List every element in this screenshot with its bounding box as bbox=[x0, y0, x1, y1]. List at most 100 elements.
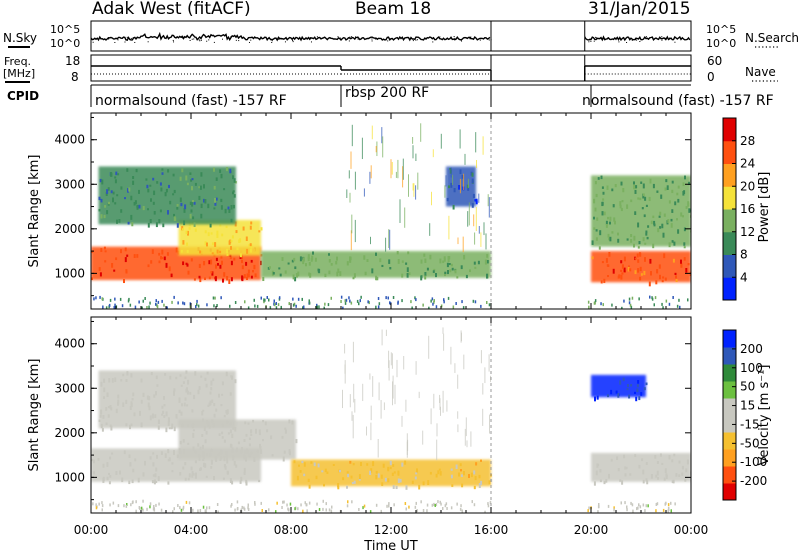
velocity-echo-cell bbox=[415, 472, 418, 475]
power-echo-cell bbox=[671, 209, 674, 213]
velocity-echo-cell bbox=[282, 456, 285, 462]
power-clutter-cell bbox=[302, 306, 304, 309]
nsearch-dot bbox=[461, 40, 463, 42]
power-echo-cell bbox=[337, 268, 340, 273]
velocity-echo-cell bbox=[150, 372, 153, 376]
velocity-echo-cell bbox=[183, 402, 186, 407]
velocity-echo-cell bbox=[97, 458, 100, 461]
velocity-echo-cell bbox=[375, 474, 378, 480]
power-echo-cell bbox=[185, 175, 188, 181]
power-echo-cell bbox=[214, 202, 217, 206]
power-streak bbox=[413, 183, 415, 197]
nsearch-dot bbox=[469, 38, 471, 40]
velocity-echo-cell bbox=[184, 376, 187, 380]
power-clutter-cell bbox=[146, 306, 148, 309]
velocity-echo-cell bbox=[346, 485, 348, 489]
nsky-trace bbox=[90, 31, 491, 42]
power-clutter-cell bbox=[156, 305, 159, 309]
nsearch-dot bbox=[132, 37, 134, 39]
velocity-echo-cell bbox=[372, 461, 375, 467]
power-echo-cell bbox=[242, 226, 245, 231]
power-echo-cell bbox=[241, 254, 243, 260]
power-echo-cell bbox=[161, 249, 164, 255]
velocity-echo-cell bbox=[411, 480, 414, 484]
power-clutter-cell bbox=[410, 300, 412, 304]
power-clutter-cell bbox=[292, 303, 295, 307]
velocity-echo-cell bbox=[167, 449, 170, 454]
velocity-clutter-cell bbox=[363, 504, 366, 508]
nsearch-dot bbox=[664, 38, 666, 40]
velocity-colorbar-tick-label: 200 bbox=[740, 342, 763, 356]
velocity-echo-cell bbox=[114, 377, 117, 383]
power-clutter-cell bbox=[155, 299, 157, 303]
power-echo-cell bbox=[639, 276, 642, 281]
velocity-clutter-cell bbox=[247, 506, 249, 510]
power-clutter-cell bbox=[455, 302, 457, 305]
power-echo-cell bbox=[287, 262, 290, 265]
velocity-echo-cell bbox=[488, 480, 491, 485]
velocity-echo-cell bbox=[175, 416, 178, 419]
power-echo-cell bbox=[194, 182, 197, 186]
nsearch-dot bbox=[415, 39, 417, 41]
nsearch-dot bbox=[172, 39, 174, 41]
power-clutter-cell bbox=[629, 303, 632, 307]
velocity-clutter-cell bbox=[624, 501, 626, 505]
power-echo-cell bbox=[230, 218, 233, 223]
power-echo-cell bbox=[216, 249, 219, 254]
power-echo-cell bbox=[292, 274, 295, 280]
power-echo-cell bbox=[657, 228, 660, 233]
velocity-colorbar-tick-label: -15 bbox=[740, 417, 760, 431]
velocity-echo-cell bbox=[109, 475, 112, 478]
power-streak bbox=[483, 222, 485, 236]
velocity-clutter-cell bbox=[260, 501, 262, 505]
velocity-echo-cell bbox=[186, 404, 189, 407]
power-echo-region bbox=[98, 166, 237, 228]
power-echo-cell bbox=[433, 268, 436, 271]
velocity-echo-cell bbox=[137, 477, 140, 483]
power-echo-cell bbox=[661, 223, 664, 229]
velocity-echo-cell bbox=[91, 458, 94, 462]
velocity-clutter-cell bbox=[325, 508, 327, 512]
power-clutter-cell bbox=[214, 296, 216, 300]
velocity-clutter-cell bbox=[351, 500, 353, 504]
velocity-echo-cell bbox=[219, 458, 222, 461]
nsearch-label: N.Search bbox=[745, 31, 800, 45]
power-colorbar-tick-label: 24 bbox=[740, 157, 755, 171]
power-clutter-cell bbox=[247, 306, 250, 309]
velocity-clutter-cell bbox=[632, 509, 634, 513]
power-echo-cell bbox=[659, 211, 662, 216]
power-echo-cell bbox=[112, 191, 115, 195]
power-echo-cell bbox=[207, 232, 210, 237]
velocity-echo-cell bbox=[605, 479, 608, 483]
power-echo-cell bbox=[230, 240, 233, 243]
power-y-tick-label: 2000 bbox=[54, 222, 85, 236]
power-clutter-cell bbox=[280, 305, 282, 309]
power-clutter-cell bbox=[340, 295, 343, 299]
power-echo-cell bbox=[239, 253, 242, 258]
velocity-echo-cell bbox=[208, 425, 211, 429]
power-echo-cell bbox=[215, 197, 218, 201]
velocity-colorbar-swatch bbox=[723, 466, 736, 484]
velocity-clutter-cell bbox=[626, 505, 628, 509]
power-echo-cell bbox=[608, 237, 611, 241]
velocity-echo-cell bbox=[154, 414, 157, 419]
power-echo-cell bbox=[617, 238, 620, 243]
velocity-clutter-cell bbox=[123, 504, 125, 508]
velocity-clutter-cell bbox=[268, 508, 270, 512]
freq-label: Freq. bbox=[4, 55, 32, 68]
velocity-clutter-cell bbox=[261, 509, 263, 512]
power-streak bbox=[415, 153, 417, 161]
velocity-clutter-cell bbox=[655, 509, 657, 513]
velocity-clutter-cell bbox=[92, 502, 94, 506]
power-clutter-cell bbox=[213, 304, 215, 308]
velocity-streak bbox=[396, 359, 398, 378]
power-echo-cell bbox=[182, 240, 185, 245]
velocity-clutter-cell bbox=[101, 501, 103, 505]
power-echo-cell bbox=[466, 184, 469, 189]
velocity-echo-cell bbox=[220, 456, 223, 460]
power-echo-cell bbox=[208, 276, 211, 280]
velocity-clutter-cell bbox=[182, 507, 184, 511]
nsearch-dot bbox=[238, 40, 240, 42]
velocity-echo-cell bbox=[675, 473, 678, 477]
velocity-streak bbox=[370, 405, 372, 421]
